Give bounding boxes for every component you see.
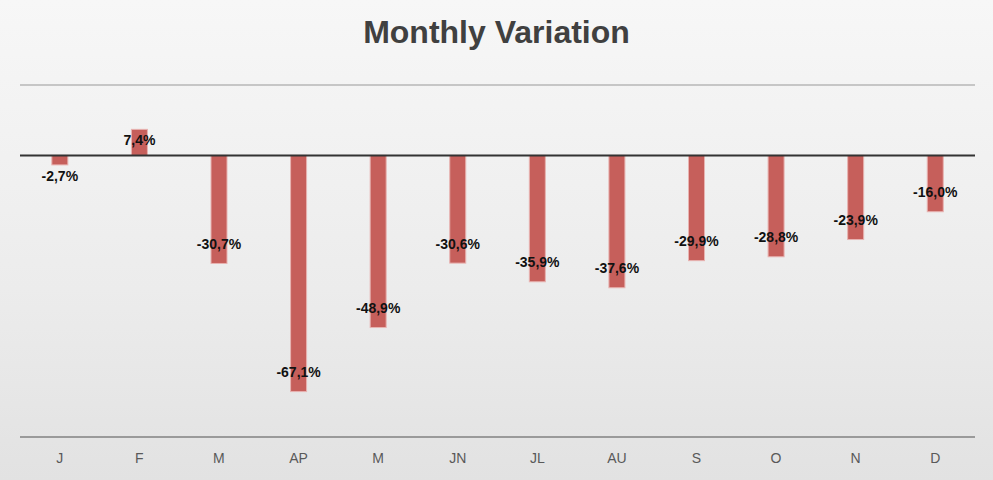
svg-text:-29,9%: -29,9% — [674, 233, 719, 249]
svg-text:-16,0%: -16,0% — [913, 184, 958, 200]
html-text:Monthly Variation: Monthly Variation — [363, 14, 630, 50]
svg-text:D: D — [930, 450, 940, 466]
svg-text:-30,6%: -30,6% — [436, 236, 481, 252]
svg-text:O: O — [771, 450, 782, 466]
svg-text:-23,9%: -23,9% — [833, 212, 878, 228]
svg-text:AU: AU — [607, 450, 626, 466]
svg-text:-30,7%: -30,7% — [197, 236, 242, 252]
svg-text:M: M — [213, 450, 225, 466]
svg-text:J: J — [56, 450, 63, 466]
svg-text:S: S — [692, 450, 701, 466]
svg-text:-35,9%: -35,9% — [515, 254, 560, 270]
svg-text:M: M — [372, 450, 384, 466]
svg-text:7,4%: 7,4% — [123, 132, 155, 148]
svg-text:JL: JL — [530, 450, 545, 466]
svg-text:AP: AP — [289, 450, 308, 466]
svg-text:-37,6%: -37,6% — [595, 260, 640, 276]
svg-text:N: N — [851, 450, 861, 466]
svg-text:-48,9%: -48,9% — [356, 300, 401, 316]
svg-text:-2,7%: -2,7% — [42, 168, 79, 184]
svg-text:-67,1%: -67,1% — [276, 364, 321, 380]
svg-text:JN: JN — [449, 450, 466, 466]
svg-text:-28,8%: -28,8% — [754, 229, 799, 245]
svg-text:F: F — [135, 450, 144, 466]
